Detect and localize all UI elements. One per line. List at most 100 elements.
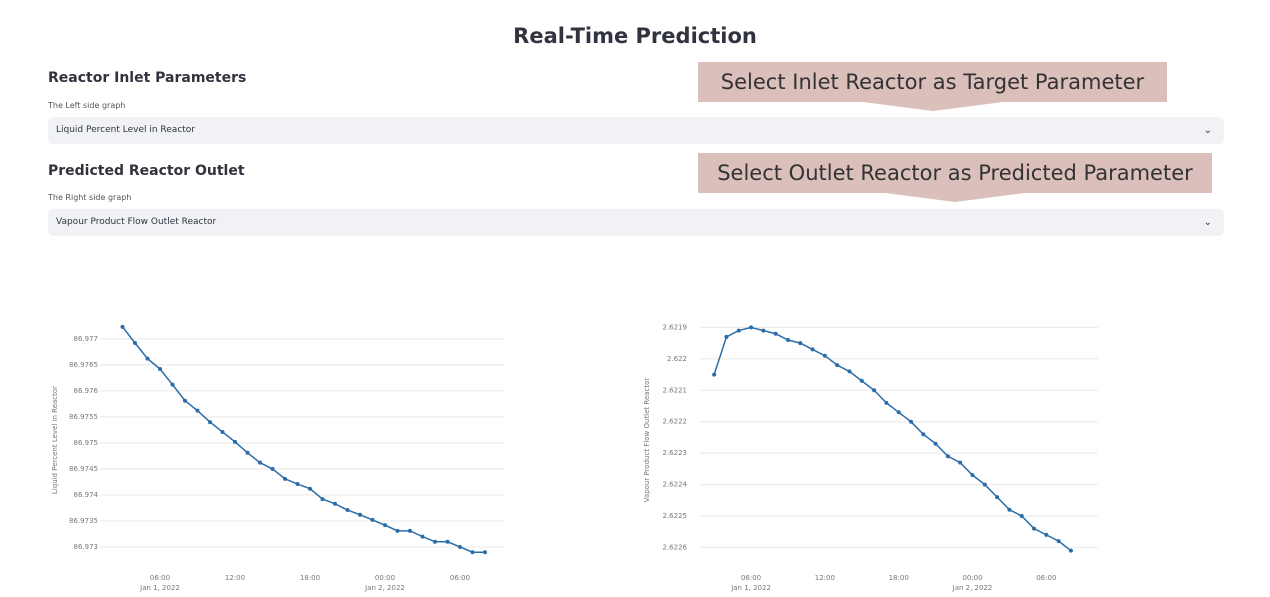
point — [170, 382, 175, 387]
point — [822, 353, 827, 358]
line — [713, 326, 1072, 552]
y-tick-label: 2.6221 — [663, 386, 688, 394]
page-title: Real-Time Prediction — [513, 24, 757, 48]
select-box[interactable]: Liquid Percent Level in Reactor ⌄ — [48, 117, 1224, 144]
point — [308, 486, 312, 491]
point — [945, 454, 950, 459]
point — [145, 356, 150, 361]
point — [995, 495, 1000, 500]
point — [470, 550, 475, 555]
point — [835, 363, 840, 368]
chevron: ⌄ — [1203, 125, 1212, 136]
point — [908, 419, 913, 424]
point — [333, 501, 337, 506]
point — [383, 523, 387, 528]
point — [761, 328, 766, 333]
x-tick-label: 00:00 — [962, 574, 982, 582]
point — [283, 476, 287, 481]
point — [233, 439, 237, 444]
point — [195, 408, 200, 413]
x-tick-date: Jan 1, 2022 — [730, 584, 771, 592]
point — [395, 528, 400, 533]
select-value: Liquid Percent Level in Reactor — [56, 125, 195, 135]
point — [458, 544, 462, 549]
point — [724, 334, 729, 339]
point — [773, 331, 778, 336]
y-tick-label: 86.9755 — [69, 413, 98, 421]
point — [970, 473, 975, 478]
point — [483, 550, 487, 555]
x-tick-label: 12:00 — [815, 574, 835, 582]
point — [245, 450, 250, 455]
y-tick-label: 2.6224 — [663, 481, 688, 489]
point — [798, 341, 803, 346]
y-axis-title: Liquid Percent Level in Reactor — [51, 386, 59, 494]
x-tick-label: 12:00 — [225, 574, 245, 582]
y-tick-label: 86.9735 — [69, 517, 98, 525]
y-tick-label: 2.6225 — [663, 512, 688, 520]
x-tick-date: Jan 1, 2022 — [139, 584, 180, 592]
callout: Select Outlet Reactor as Predicted Param… — [698, 153, 1212, 202]
point — [872, 388, 877, 393]
point — [1032, 526, 1037, 531]
y-tick-label: 2.622 — [667, 355, 687, 363]
y-tick-label: 86.974 — [74, 491, 99, 499]
point — [358, 512, 362, 517]
point — [270, 466, 275, 471]
point — [933, 441, 938, 446]
x-tick-label: 06:00 — [150, 574, 170, 582]
y-tick-label: 2.6219 — [663, 323, 688, 331]
point — [183, 398, 187, 403]
y-tick-label: 86.975 — [74, 439, 99, 447]
y-tick-label: 2.6223 — [663, 449, 688, 457]
x-tick-date: Jan 2, 2022 — [952, 584, 993, 592]
point — [133, 340, 137, 345]
point — [345, 508, 350, 513]
point — [1044, 532, 1049, 537]
charts: 86.973 86.9735 86.974 86.9745 86.975 86.9755 8… — [51, 323, 1098, 592]
point — [1019, 514, 1024, 518]
caption: The Right side graph — [48, 193, 132, 202]
point — [921, 432, 926, 437]
point — [258, 460, 262, 465]
x-tick-label: 18:00 — [889, 574, 909, 582]
line — [121, 326, 485, 553]
section-heading: Reactor Inlet Parameters — [48, 70, 247, 86]
point — [158, 367, 162, 372]
point — [370, 517, 375, 522]
point — [320, 497, 325, 502]
caption: The Left side graph — [48, 101, 126, 110]
x-tick-label: 06:00 — [741, 574, 761, 582]
y-axis-title: Vapour Product Flow Outlet Reactor — [643, 378, 651, 503]
y-tick-label: 86.973 — [74, 543, 99, 551]
select-box[interactable]: Vapour Product Flow Outlet Reactor ⌄ — [48, 209, 1224, 236]
point — [847, 369, 852, 374]
y-tick-label: 86.9745 — [69, 465, 98, 473]
point — [859, 378, 864, 383]
point — [896, 410, 901, 415]
point — [220, 429, 225, 434]
y-tick-label: 2.6222 — [663, 418, 688, 426]
point — [785, 338, 790, 342]
point — [433, 539, 437, 544]
select-value: Vapour Product Flow Outlet Reactor — [56, 217, 217, 227]
callout: Select Inlet Reactor as Target Parameter — [698, 62, 1167, 111]
point — [1007, 507, 1012, 512]
x-tick-label: 18:00 — [300, 574, 320, 582]
point — [712, 372, 717, 377]
point — [295, 482, 300, 487]
section-heading: Predicted Reactor Outlet — [48, 163, 245, 179]
y-tick-label: 86.976 — [74, 387, 99, 395]
point — [810, 347, 815, 352]
point — [736, 328, 741, 333]
point — [420, 534, 425, 539]
chevron: ⌄ — [1203, 217, 1212, 228]
point — [408, 528, 412, 533]
point — [120, 324, 125, 329]
y-tick-label: 2.6226 — [663, 543, 688, 551]
x-tick-label: 06:00 — [450, 574, 470, 582]
point — [958, 460, 963, 465]
point — [749, 325, 754, 330]
point — [1068, 548, 1073, 553]
